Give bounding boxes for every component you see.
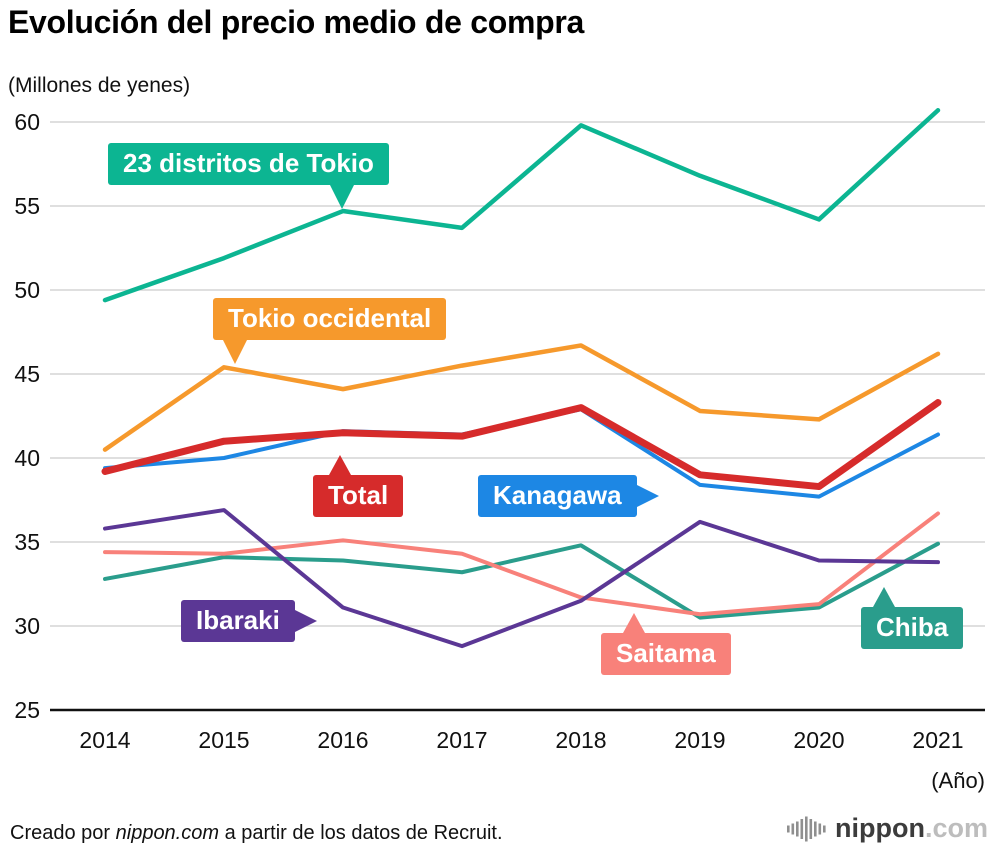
y-tick-label: 35: [14, 529, 40, 555]
logo-name: nippon: [835, 813, 925, 843]
series-line-saitama: [103, 511, 940, 617]
series-line-23-distritos-de-tokio: [102, 107, 941, 303]
source-note: Creado por nippon.com a partir de los da…: [10, 822, 503, 845]
x-tick-label: 2014: [79, 727, 130, 753]
series-line-chiba: [103, 541, 940, 620]
y-tick-label: 60: [14, 109, 40, 135]
x-tick-label: 2015: [198, 727, 249, 753]
y-tick-label: 45: [14, 361, 40, 387]
y-tick-label: 30: [14, 613, 40, 639]
series-line-total: [101, 399, 942, 491]
series-line-ibaraki: [103, 508, 940, 649]
chart-title: Evolución del precio medio de compra: [8, 4, 584, 40]
source-note-suffix: a partir de los datos de Recruit.: [219, 822, 503, 844]
logo-tld: .com: [924, 813, 988, 843]
y-tick-label: 25: [14, 697, 40, 723]
nippon-logo-icon: [787, 816, 826, 841]
x-tick-label: 2018: [555, 727, 606, 753]
x-tick-label: 2021: [912, 727, 963, 753]
x-tick-label: 2019: [674, 727, 725, 753]
nippon-logo: nippon.com: [786, 813, 988, 844]
y-tick-label: 50: [14, 277, 40, 303]
y-axis-unit-label: (Millones de yenes): [8, 74, 191, 97]
y-tick-label: 40: [14, 445, 40, 471]
y-tick-label: 55: [14, 193, 40, 219]
x-axis-unit-label: (Año): [931, 768, 985, 793]
source-note-brand: nippon.com: [115, 822, 220, 844]
x-tick-label: 2016: [317, 727, 368, 753]
x-tick-label: 2017: [436, 727, 487, 753]
series-line-tokio-occidental: [102, 343, 941, 452]
source-note-prefix: Creado por: [10, 822, 116, 844]
x-tick-label: 2020: [793, 727, 844, 753]
